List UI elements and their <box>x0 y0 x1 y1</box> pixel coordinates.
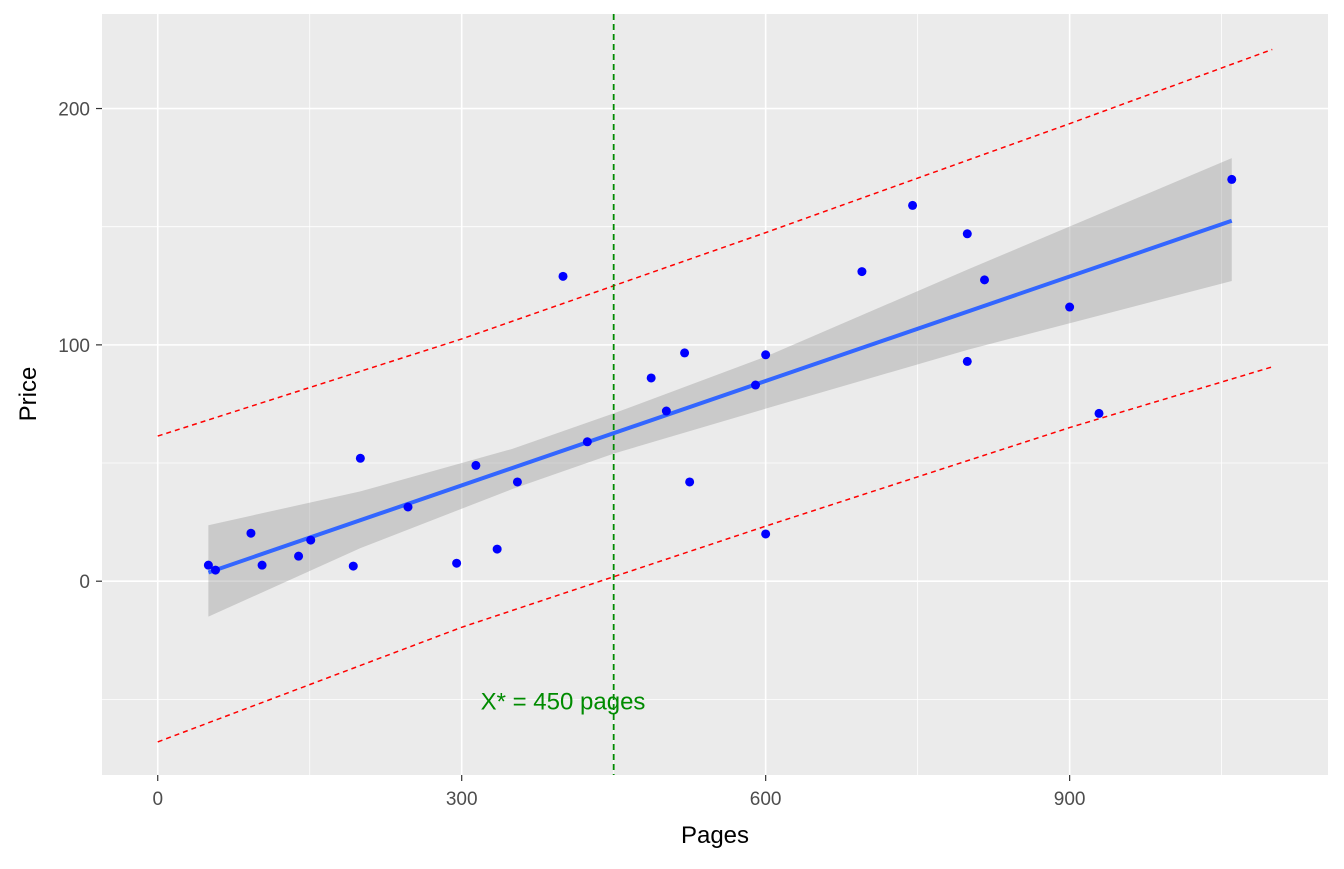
data-point <box>210 565 220 575</box>
data-point <box>582 437 592 447</box>
data-point <box>203 560 213 570</box>
y-tick-label: 200 <box>58 100 90 121</box>
data-point <box>492 544 502 554</box>
data-point <box>355 453 365 463</box>
data-point <box>661 406 671 416</box>
y-tick-label: 100 <box>58 336 90 357</box>
data-point <box>857 267 867 277</box>
data-point <box>1065 302 1075 312</box>
data-point <box>257 560 267 570</box>
data-point <box>246 528 256 538</box>
data-point <box>962 229 972 239</box>
prediction-lower-line <box>157 366 1273 743</box>
regression-line <box>207 218 1233 575</box>
confidence-band-area <box>208 158 1232 617</box>
data-point <box>761 350 771 360</box>
data-point <box>306 535 316 545</box>
prediction-lines <box>157 48 1273 743</box>
data-point <box>558 271 568 281</box>
data-point <box>512 477 522 487</box>
y-axis-title: Price <box>15 367 42 422</box>
data-point <box>685 477 695 487</box>
data-point <box>761 529 771 539</box>
points <box>203 174 1237 575</box>
plot-panel <box>102 14 1328 775</box>
x-tick-label: 300 <box>446 789 478 810</box>
data-point <box>294 551 304 561</box>
prediction-upper-line <box>157 48 1273 437</box>
data-point <box>962 356 972 366</box>
x-tick-label: 600 <box>750 789 782 810</box>
data-point <box>908 200 918 210</box>
data-point <box>646 373 656 383</box>
data-point <box>1094 408 1104 418</box>
data-point <box>980 275 990 285</box>
x-tick-label: 0 <box>152 789 163 810</box>
data-point <box>471 460 481 470</box>
data-point <box>1227 174 1237 184</box>
data-point <box>452 558 462 568</box>
annotation-label: X* = 450 pages <box>481 689 646 716</box>
gridlines <box>102 14 1328 775</box>
data-point <box>403 502 413 512</box>
fit-line-group <box>207 218 1233 575</box>
data-point <box>348 561 358 571</box>
data-point <box>680 348 690 358</box>
x-axis-title: Pages <box>681 822 749 849</box>
y-tick-label: 0 <box>79 572 90 593</box>
data-point <box>751 380 761 390</box>
axes: 0 300 600 900 0 100 200 <box>58 100 1085 810</box>
x-tick-label: 900 <box>1054 789 1086 810</box>
confidence-band <box>208 158 1232 617</box>
